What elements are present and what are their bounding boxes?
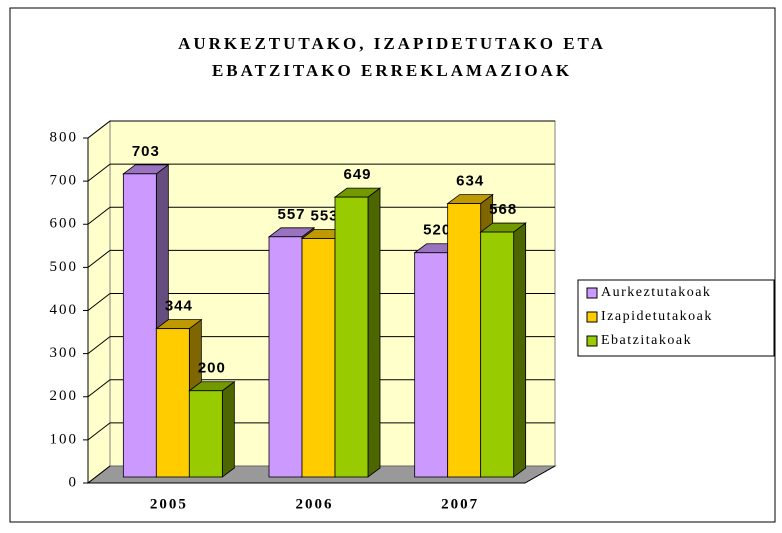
chart-border: [9, 7, 776, 523]
data-label: 634: [456, 173, 484, 190]
data-label: 344: [165, 298, 193, 315]
legend-box: [577, 279, 775, 357]
bar-side: [513, 222, 527, 478]
y-tick-label: 300: [50, 345, 79, 361]
legend-swatch: [586, 335, 598, 347]
y-tick-label: 200: [50, 388, 79, 404]
data-label: 703: [132, 143, 160, 160]
y-tick-label: 600: [50, 216, 79, 232]
legend-label: Ebatzitakoak: [601, 333, 692, 348]
data-label: 568: [489, 201, 517, 218]
legend-swatch: [586, 311, 598, 323]
x-axis: [524, 465, 556, 484]
grid-line: [87, 163, 111, 182]
bar: [122, 173, 157, 478]
y-tick-label: 500: [50, 259, 79, 275]
grid-line: [87, 206, 111, 225]
bar: [268, 236, 303, 478]
chart-title: AURKEZTUTAKO, IZAPIDETUTAKO ETA: [178, 34, 606, 53]
x-tick-label: 2005: [150, 496, 188, 512]
bar: [188, 390, 223, 478]
grid-line: [87, 293, 111, 311]
data-label: 553: [310, 207, 338, 224]
bar: [334, 196, 369, 478]
y-tick-label: 400: [50, 302, 79, 318]
legend-label: Izapidetutakoak: [601, 309, 713, 324]
grid-line: [87, 379, 111, 398]
bar: [480, 231, 515, 478]
data-label: 649: [343, 166, 371, 183]
data-label: 557: [277, 206, 305, 223]
grid-line: [87, 249, 111, 268]
grid-line: [87, 422, 111, 441]
bar-side: [221, 380, 235, 478]
data-label: 520: [423, 222, 451, 239]
y-tick-label: 0: [69, 474, 79, 490]
x-tick-label: 2006: [296, 496, 334, 512]
chart-title: EBATZITAKO ERREKLAMAZIOAK: [212, 61, 572, 80]
bar: [155, 328, 190, 478]
x-tick-label: 2007: [441, 496, 479, 512]
y-tick-label: 700: [50, 173, 79, 189]
legend-label: Aurkeztutakoak: [601, 285, 711, 300]
grid-line: [87, 465, 111, 484]
grid-line: [87, 336, 111, 355]
data-label: 200: [198, 360, 226, 377]
legend-swatch: [586, 287, 598, 299]
y-tick-label: 800: [50, 129, 79, 145]
grid-line: [87, 120, 111, 139]
bar: [301, 238, 336, 478]
bar: [414, 252, 449, 478]
y-tick-label: 100: [50, 431, 79, 447]
bar-side: [367, 187, 381, 478]
bar: [447, 203, 482, 478]
